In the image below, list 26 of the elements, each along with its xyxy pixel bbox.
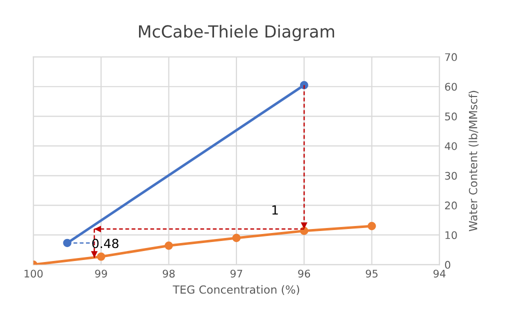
annotation: 1 <box>272 205 278 214</box>
x-tick-label: 95 <box>366 270 378 278</box>
chart-title: McCabe-Thiele Diagram <box>139 24 334 41</box>
x-tick-label: 99 <box>95 270 107 278</box>
point <box>96 252 106 261</box>
x-axis-title: TEG Concentration (%) <box>172 285 300 296</box>
y-tick-label: 40 <box>444 142 457 150</box>
x-tick-label: 97 <box>230 270 242 278</box>
x-tick-label: 100 <box>24 270 43 278</box>
y-tick-label: 70 <box>445 53 457 62</box>
y-tick-label: 10 <box>445 231 457 240</box>
x-tick-label: 94 <box>434 270 446 278</box>
point <box>300 80 308 90</box>
annotation: 0.48 <box>92 238 118 248</box>
point <box>63 238 72 248</box>
y-axis-title: Water Content (lb/MMscf) <box>468 90 479 232</box>
y-tick-label: 0 <box>445 260 450 269</box>
y-tick-label: 20 <box>445 202 457 210</box>
x-tick-label: 96 <box>298 270 310 278</box>
y-tick-label: 50 <box>445 112 457 120</box>
point <box>232 234 241 242</box>
point <box>164 241 173 250</box>
y-tick-label: 60 <box>445 82 457 91</box>
point <box>368 222 376 230</box>
y-tick-label: 30 <box>445 172 457 180</box>
x-tick-label: 98 <box>162 270 175 278</box>
